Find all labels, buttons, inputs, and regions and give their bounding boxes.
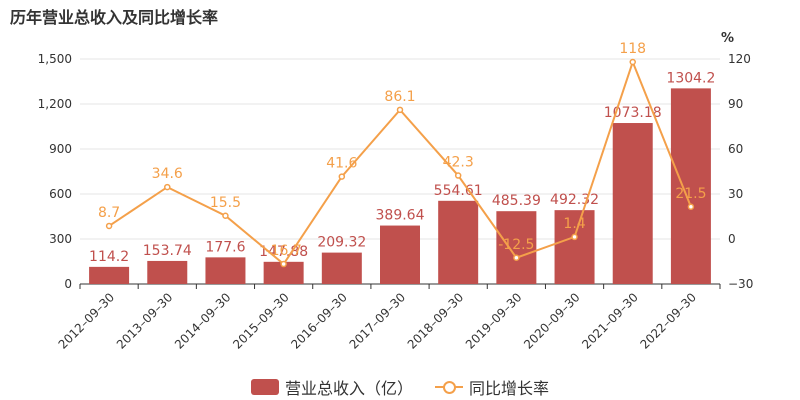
bar [438, 200, 479, 284]
x-tick-label: 2016–09–30 [288, 290, 350, 352]
growth-point [571, 233, 578, 241]
y-left-tick-label: 300 [49, 232, 72, 246]
x-tick-label: 2013–09–30 [114, 290, 176, 352]
growth-data-label: 34.6 [152, 166, 183, 182]
bar-data-label: 492.32 [550, 192, 599, 208]
y-right-tick-label: −30 [728, 277, 753, 291]
growth-data-label: 118 [619, 41, 646, 57]
growth-point [513, 254, 520, 261]
x-tick-label: 2012–09–30 [56, 290, 118, 352]
y-right-axis-label: % [721, 31, 734, 46]
bar [263, 261, 304, 284]
legend-label-growth: 同比增长率 [469, 379, 550, 398]
x-tick-label: 2021–09–30 [579, 290, 641, 352]
bar [554, 210, 595, 284]
growth-point [396, 106, 404, 114]
bar [670, 88, 711, 285]
bar-data-label: 177.6 [205, 239, 245, 255]
bar-data-label: 554.61 [434, 183, 483, 199]
growth-point [338, 173, 346, 180]
x-tick-label: 2018–09–30 [405, 290, 467, 352]
bar-data-label: 209.32 [317, 235, 366, 251]
chart-title: 历年营业总收入及同比增长率 [10, 8, 219, 27]
growth-data-label: 41.6 [326, 156, 357, 172]
growth-point [280, 260, 287, 268]
bar-data-label: 147.88 [259, 244, 308, 260]
bar-data-label: 389.64 [376, 208, 425, 224]
legend-item-growth[interactable]: 同比增长率 [435, 375, 549, 399]
legend-line-swatch [435, 379, 463, 395]
y-left-tick-label: 1,200 [38, 97, 72, 111]
growth-data-label: 15.5 [210, 195, 241, 211]
growth-point [105, 222, 113, 230]
y-left-tick-label: 0 [64, 277, 72, 291]
legend-item-revenue[interactable]: 营业总收入（亿） [250, 375, 413, 399]
bar [147, 260, 188, 284]
growth-data-label: 86.1 [384, 89, 415, 105]
growth-data-label: -16.7 [266, 243, 302, 259]
bar [380, 225, 420, 284]
y-left-tick-label: 900 [49, 142, 72, 156]
growth-data-label: 1.4 [563, 216, 585, 232]
x-tick-label: 2020–09–30 [521, 290, 583, 352]
growth-point [454, 172, 462, 179]
x-tick-label: 2017–09–30 [347, 290, 409, 352]
x-tick-label: 2015–09–30 [230, 290, 292, 352]
y-right-tick-label: 120 [728, 52, 751, 66]
legend-label-revenue: 营业总收入（亿） [284, 379, 413, 398]
y-right-tick-label: 30 [728, 187, 743, 201]
growth-point [687, 203, 695, 210]
growth-data-label: -12.5 [498, 237, 534, 253]
bar-data-label: 1073.18 [604, 105, 662, 121]
bar [205, 257, 246, 284]
bar [89, 266, 130, 284]
growth-point [222, 212, 229, 219]
chart-legend[interactable]: 营业总收入（亿） 同比增长率 [0, 375, 800, 399]
y-right-tick-label: 60 [728, 142, 743, 156]
bar [496, 211, 537, 284]
x-tick-label: 2019–09–30 [463, 290, 525, 352]
growth-data-label: 8.7 [98, 205, 120, 221]
y-right-tick-label: 0 [728, 232, 736, 246]
legend-bar-swatch [250, 379, 279, 395]
bar [612, 123, 653, 284]
bar-data-label: 485.39 [492, 193, 541, 209]
growth-point [629, 58, 636, 66]
bar-data-label: 114.2 [89, 249, 129, 265]
growth-point [164, 183, 171, 191]
y-left-tick-label: 600 [49, 187, 72, 201]
x-tick-label: 2014–09–30 [172, 290, 234, 352]
bar [321, 252, 362, 284]
y-right-tick-label: 90 [728, 97, 743, 111]
bar-data-label: 153.74 [143, 243, 192, 259]
y-left-tick-label: 1,500 [38, 52, 72, 66]
bar-data-label: 1304.2 [666, 70, 715, 86]
x-tick-label: 2022–09–30 [637, 290, 699, 352]
growth-data-label: 21.5 [675, 186, 706, 202]
growth-data-label: 42.3 [443, 155, 474, 171]
